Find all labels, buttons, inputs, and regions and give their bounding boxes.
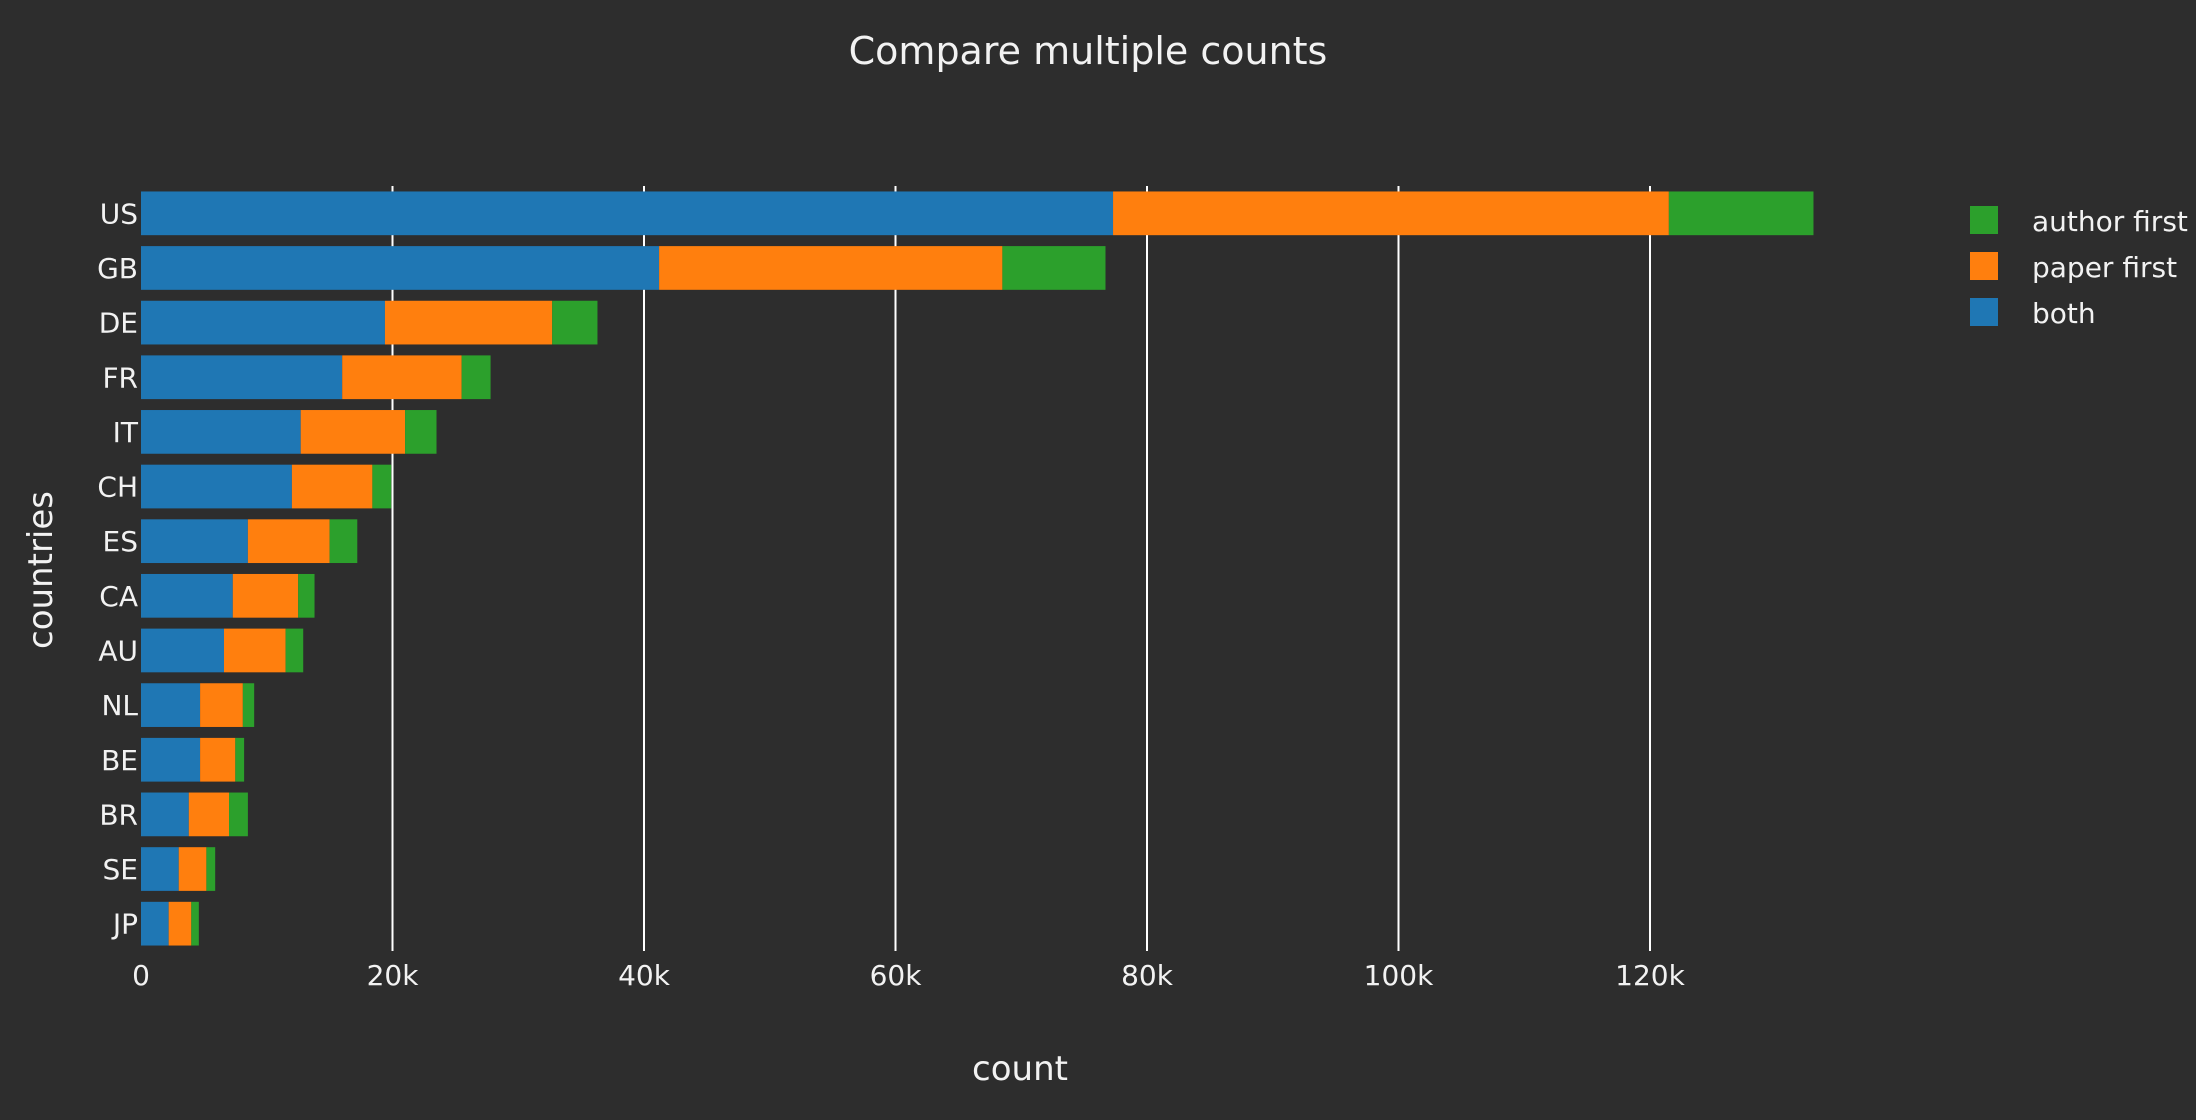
legend-item-both[interactable]: both [1970, 297, 2096, 330]
bar-both-jp [141, 901, 169, 946]
y-tick-label: IT [113, 416, 139, 449]
x-tick-label: 120k [1615, 959, 1685, 992]
bar-author-first-fr [461, 355, 491, 400]
legend-item-paper-first[interactable]: paper first [1970, 251, 2177, 284]
x-tick-label: 40k [618, 959, 671, 992]
bar-author-first-ch [372, 464, 392, 509]
y-tick-label: AU [98, 634, 138, 667]
x-tick-label: 100k [1364, 959, 1434, 992]
bar-paper-first-se [178, 847, 207, 891]
bar-both-ch [141, 464, 292, 509]
x-tick-label: 0 [132, 959, 150, 992]
y-tick-label: BR [99, 798, 138, 831]
x-tick-label: 60k [870, 959, 923, 992]
bar-both-es [141, 519, 248, 564]
legend-swatch [1970, 252, 1998, 280]
bar-both-nl [141, 683, 201, 727]
bar-paper-first-us [1113, 191, 1669, 236]
bar-author-first-be [235, 737, 245, 782]
legend-label: paper first [2032, 251, 2177, 284]
bar-author-first-br [229, 792, 248, 837]
bar-paper-first-fr [342, 355, 462, 400]
bar-author-first-de [552, 300, 598, 345]
bar-paper-first-au [223, 628, 286, 673]
bar-paper-first-nl [200, 683, 243, 727]
bar-author-first-se [206, 847, 216, 891]
bar-author-first-ca [298, 573, 315, 618]
x-tick-label: 80k [1121, 959, 1174, 992]
bar-author-first-it [405, 410, 437, 454]
bar-author-first-au [285, 628, 304, 673]
y-tick-label: GB [97, 252, 138, 285]
bar-paper-first-ca [232, 573, 299, 618]
bar-both-it [141, 410, 301, 454]
x-axis-label: count [972, 1049, 1068, 1089]
bar-both-au [141, 628, 224, 673]
bar-author-first-nl [242, 683, 255, 727]
bar-author-first-us [1668, 191, 1814, 236]
legend: author first paper first both [1970, 205, 2188, 330]
y-tick-label: DE [99, 307, 138, 340]
bar-both-be [141, 737, 201, 782]
bar-both-se [141, 847, 179, 891]
y-tick-label: FR [102, 361, 138, 394]
bar-both-de [141, 300, 385, 345]
y-axis-label: countries [21, 491, 61, 649]
grid-layer [391, 186, 1651, 951]
bar-paper-first-de [384, 300, 553, 345]
bar-author-first-es [329, 519, 358, 564]
legend-swatch [1970, 298, 1998, 326]
legend-item-author-first[interactable]: author first [1970, 205, 2188, 238]
y-tick-label: SE [103, 853, 138, 886]
chart-title: Compare multiple counts [849, 29, 1328, 73]
bar-paper-first-it [300, 410, 406, 454]
y-tick-label: NL [101, 689, 138, 722]
legend-label: both [2032, 297, 2096, 330]
bar-author-first-gb [1002, 246, 1106, 290]
bar-paper-first-gb [659, 246, 1003, 290]
bar-both-us [141, 191, 1114, 236]
bar-both-br [141, 792, 189, 837]
x-tick-label: 20k [367, 959, 420, 992]
bar-author-first-jp [191, 901, 199, 946]
bar-paper-first-ch [291, 464, 373, 509]
y-tick-label: US [100, 197, 138, 230]
y-tick-label: CH [97, 471, 138, 504]
axis-layer: 0 20k 40k 60k 80k 100k 120k US GB DE FR IT CH ES CA AU N… [97, 197, 1686, 992]
bar-both-gb [141, 246, 660, 290]
bars-layer [141, 191, 1814, 946]
legend-swatch [1970, 206, 1998, 234]
y-tick-label: BE [101, 744, 138, 777]
y-tick-label: JP [111, 908, 138, 941]
bar-paper-first-be [200, 737, 236, 782]
bar-paper-first-es [247, 519, 330, 564]
legend-label: author first [2032, 205, 2188, 238]
bar-paper-first-br [188, 792, 230, 837]
bar-both-ca [141, 573, 233, 618]
y-tick-label: CA [99, 580, 138, 613]
bar-paper-first-jp [168, 901, 192, 946]
y-tick-label: ES [103, 525, 138, 558]
bar-both-fr [141, 355, 343, 400]
